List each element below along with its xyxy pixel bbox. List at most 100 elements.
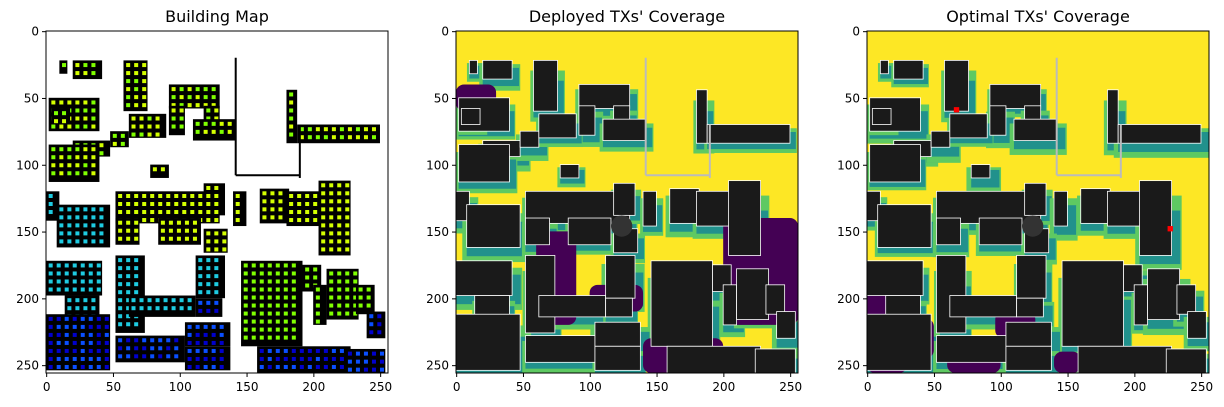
tx-marker xyxy=(278,191,283,196)
tx-marker xyxy=(329,295,334,300)
tx-marker xyxy=(134,236,139,241)
tx-marker xyxy=(99,239,104,244)
x-tick-label: 200 xyxy=(302,380,325,394)
tx-marker xyxy=(171,298,176,303)
building-footprint xyxy=(776,311,796,339)
tx-marker xyxy=(289,108,294,113)
tx-marker xyxy=(67,155,72,160)
tx-marker xyxy=(275,319,280,324)
tx-marker xyxy=(299,356,304,361)
tx-marker xyxy=(259,263,264,268)
tx-marker xyxy=(88,287,93,292)
building-footprint xyxy=(696,89,708,144)
tx-marker xyxy=(289,92,294,97)
tx-marker xyxy=(198,274,203,279)
tx-marker xyxy=(315,356,320,361)
tx-marker xyxy=(315,303,320,308)
tx-marker xyxy=(152,167,157,172)
tx-marker xyxy=(283,263,288,268)
tx-marker xyxy=(142,202,147,207)
tx-marker xyxy=(363,135,368,140)
tx-marker xyxy=(339,127,344,132)
tx-marker xyxy=(160,228,165,233)
tx-marker xyxy=(195,87,200,92)
tx-marker xyxy=(275,271,280,276)
tx-marker xyxy=(75,239,80,244)
tx-marker xyxy=(158,193,163,198)
tx-marker xyxy=(112,133,117,138)
tx-marker xyxy=(345,239,350,244)
tx-marker xyxy=(206,300,211,305)
tx-marker xyxy=(211,103,216,108)
building-footprint xyxy=(1187,311,1207,339)
tx-marker xyxy=(337,271,342,276)
tx-marker xyxy=(371,127,376,132)
tx-marker xyxy=(64,332,69,337)
tx-marker xyxy=(187,332,192,337)
tx-marker xyxy=(267,356,272,361)
tx-marker xyxy=(345,191,350,196)
tx-marker xyxy=(347,135,352,140)
building-footprint xyxy=(525,217,550,246)
tx-marker xyxy=(353,295,358,300)
tx-marker xyxy=(267,303,272,308)
tx-marker xyxy=(243,295,248,300)
tx-marker xyxy=(176,220,181,225)
tx-marker xyxy=(321,183,326,188)
tx-marker xyxy=(243,287,248,292)
building-footprint xyxy=(594,321,641,347)
tx-marker xyxy=(329,207,334,212)
tx-marker xyxy=(321,231,326,236)
building-footprint xyxy=(468,59,478,75)
tx-marker xyxy=(211,340,216,345)
tx-marker xyxy=(275,364,280,369)
tx-marker xyxy=(315,287,320,292)
tx-marker xyxy=(62,119,67,124)
building-footprint xyxy=(203,183,226,216)
tx-marker xyxy=(203,103,208,108)
tx-marker xyxy=(329,231,334,236)
tx-marker xyxy=(219,332,224,337)
building-footprint xyxy=(1013,118,1058,141)
tx-marker xyxy=(305,283,310,288)
tx-marker xyxy=(59,163,64,168)
tx-marker xyxy=(206,239,211,244)
tx-marker xyxy=(147,132,152,137)
tx-marker xyxy=(160,236,165,241)
tx-marker xyxy=(104,348,109,353)
tx-marker xyxy=(347,127,352,132)
tx-marker xyxy=(337,199,342,204)
tx-marker xyxy=(83,306,88,311)
tx-marker xyxy=(379,359,384,364)
axes-frame xyxy=(866,30,1210,374)
tx-marker xyxy=(299,135,304,140)
tx-marker xyxy=(126,87,131,92)
tx-marker xyxy=(126,338,131,343)
chart-title: Building Map xyxy=(165,7,269,26)
tx-marker xyxy=(323,364,328,369)
tx-marker xyxy=(211,121,216,126)
tx-marker xyxy=(134,354,139,359)
tx-marker xyxy=(214,282,219,287)
tx-marker xyxy=(67,215,72,220)
tx-marker xyxy=(206,274,211,279)
tx-marker xyxy=(168,236,173,241)
tx-marker xyxy=(339,135,344,140)
tx-marker xyxy=(259,327,264,332)
tx-marker xyxy=(289,218,294,223)
tx-marker xyxy=(67,239,72,244)
tx-marker xyxy=(366,303,371,308)
tx-marker xyxy=(118,354,123,359)
tx-marker xyxy=(251,311,256,316)
building-footprint xyxy=(642,190,657,227)
building-footprint xyxy=(936,335,1007,363)
building-footprint xyxy=(1005,321,1052,347)
tx-marker xyxy=(171,116,176,121)
tx-marker xyxy=(83,147,88,152)
tx-marker xyxy=(75,207,80,212)
tx-marker xyxy=(171,108,176,113)
building-footprint xyxy=(728,180,761,256)
tx-marker xyxy=(187,306,192,311)
tx-marker xyxy=(259,311,264,316)
tx-marker xyxy=(337,215,342,220)
